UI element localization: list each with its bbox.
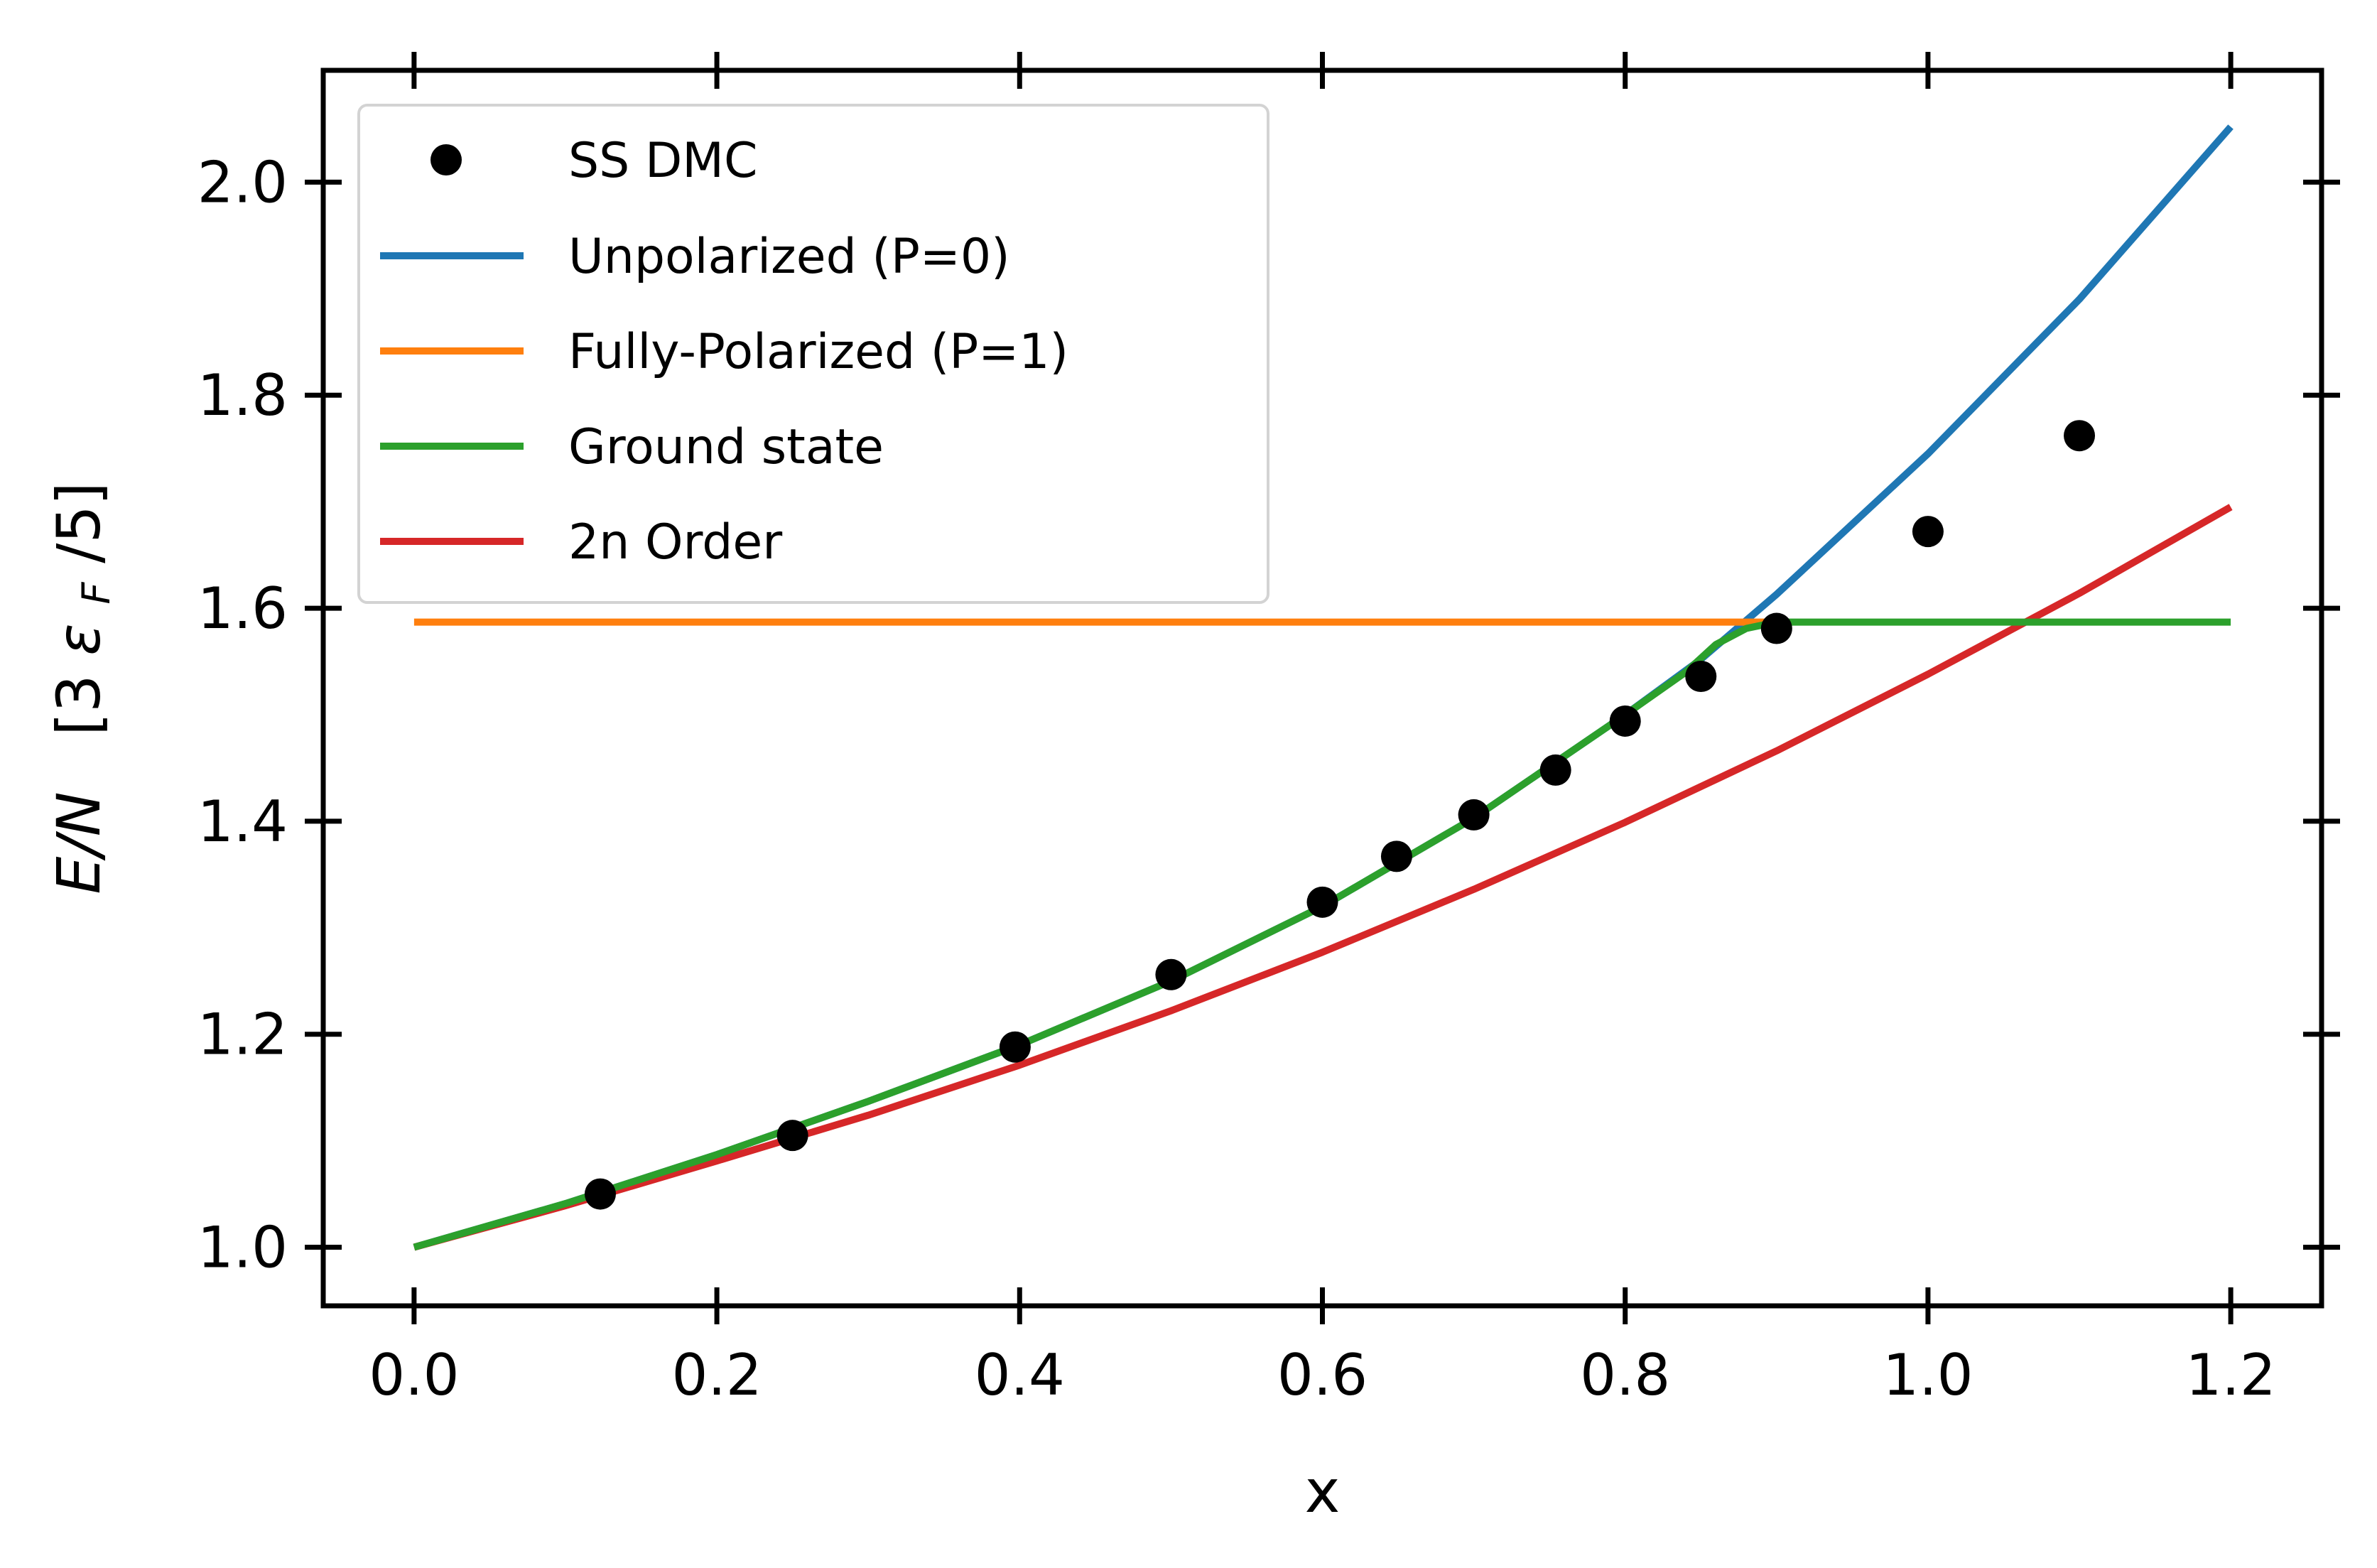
- y-tick-label: 1.0: [197, 1215, 288, 1281]
- scatter-point: [1685, 661, 1717, 693]
- legend-marker: [431, 144, 462, 175]
- y-tick-label: 1.4: [197, 789, 288, 855]
- scatter-point: [584, 1178, 616, 1210]
- legend-label: 2n Order: [568, 514, 782, 571]
- legend: SS DMC Unpolarized (P=0) Fully-Polarized (…: [357, 104, 1269, 604]
- x-tick-label: 0.4: [975, 1342, 1065, 1408]
- scatter-point: [2064, 420, 2096, 452]
- y-tick-label: 1.2: [197, 1002, 288, 1068]
- series-line-4: [413, 504, 2233, 1251]
- scatter-point: [1306, 886, 1338, 918]
- y-tick-label: 2.0: [197, 149, 288, 215]
- axis-ticks: [305, 52, 2340, 1324]
- y-tick-label: 1.6: [197, 575, 288, 642]
- y-axis-label-unit-open: [3: [44, 674, 114, 735]
- legend-label: Ground state: [568, 419, 884, 475]
- y-axis-label-main: E/N: [44, 791, 114, 894]
- legend-entries: SS DMC Unpolarized (P=0) Fully-Polarized (…: [380, 133, 1068, 571]
- tick-labels: 0.0 0.2 0.4 0.6 0.8 1.0 1.2 1.0 1.2 1.4 1.6 1.8 2.0: [197, 149, 2276, 1408]
- scatter-point: [1760, 612, 1792, 644]
- y-tick-label: 1.8: [197, 362, 288, 428]
- y-axis-label-unit-sub: F: [74, 582, 119, 605]
- x-tick-label: 0.6: [1277, 1342, 1368, 1408]
- x-tick-label: 0.8: [1580, 1342, 1670, 1408]
- scatter-points: [584, 420, 2096, 1210]
- y-axis-label-unit-close: /5]: [44, 482, 114, 563]
- x-axis-label: x: [1305, 1456, 1341, 1526]
- x-tick-label: 0.2: [671, 1342, 762, 1408]
- scatter-point: [1912, 516, 1944, 548]
- legend-box: [357, 104, 1269, 604]
- scatter-point: [1380, 840, 1412, 872]
- scatter-point: [1539, 754, 1571, 786]
- legend-label: SS DMC: [568, 133, 757, 189]
- y-axis-label-unit-eps: ε: [44, 623, 114, 655]
- x-tick-label: 1.0: [1883, 1342, 1973, 1408]
- scatter-point: [999, 1031, 1031, 1063]
- legend-label: Unpolarized (P=0): [568, 229, 1010, 285]
- x-tick-label: 1.2: [2186, 1342, 2276, 1408]
- series-line-3: [413, 618, 2231, 1251]
- scatter-point: [1155, 958, 1187, 990]
- scatter-point: [1609, 705, 1641, 737]
- scatter-point: [1458, 799, 1490, 831]
- legend-label: Fully-Polarized (P=1): [568, 324, 1068, 380]
- x-tick-label: 0.0: [369, 1342, 459, 1408]
- y-axis-label: E/N [3 ε F /5]: [44, 482, 124, 894]
- scatter-point: [776, 1120, 808, 1152]
